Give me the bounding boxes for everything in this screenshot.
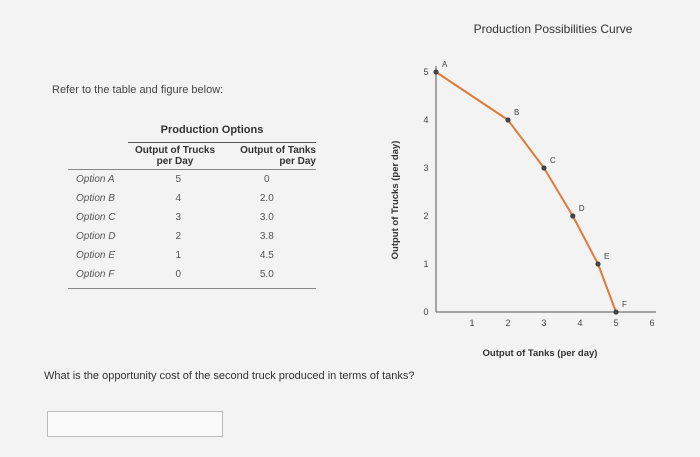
curve-segment bbox=[435, 71, 509, 121]
col-header-tanks-line2: per Day bbox=[279, 156, 316, 167]
row-label: Option F bbox=[76, 269, 115, 280]
row-label: Option B bbox=[76, 193, 115, 204]
x-tick-label: 6 bbox=[649, 318, 654, 328]
production-options-table: Production Options Output of Trucks per … bbox=[68, 124, 316, 289]
row-trucks: 0 bbox=[175, 269, 182, 280]
x-tick-label: 1 bbox=[469, 318, 474, 328]
row-tanks: 5.0 bbox=[259, 269, 274, 280]
row-tanks: 4.5 bbox=[259, 250, 274, 261]
row-trucks: 4 bbox=[175, 193, 182, 204]
data-point bbox=[433, 69, 439, 75]
data-point-label: F bbox=[622, 300, 627, 309]
question-text: What is the opportunity cost of the seco… bbox=[44, 370, 415, 382]
row-label: Option C bbox=[76, 212, 116, 223]
row-tanks: 0 bbox=[264, 174, 270, 185]
y-tick-label: 1 bbox=[423, 259, 428, 269]
x-tick-label: 5 bbox=[613, 318, 618, 328]
table-row: Option F 0 5.0 bbox=[68, 265, 316, 284]
data-point bbox=[595, 261, 601, 267]
curve-segment bbox=[543, 167, 574, 217]
y-axis-label: Output of Trucks (per day) bbox=[390, 141, 401, 260]
col-header-trucks-line2: per Day bbox=[156, 156, 194, 167]
row-label: Option D bbox=[76, 231, 116, 242]
curve-segment bbox=[571, 215, 599, 265]
row-trucks: 3 bbox=[175, 212, 182, 223]
data-point-label: E bbox=[604, 252, 609, 261]
col-header-trucks: Output of Trucks per Day bbox=[128, 145, 222, 167]
answer-input[interactable] bbox=[47, 411, 223, 437]
x-axis-label: Output of Tanks (per day) bbox=[483, 348, 598, 359]
table-row: Option D 2 3.8 bbox=[68, 227, 316, 246]
table-title: Production Options bbox=[160, 124, 264, 136]
y-tick-label: 0 bbox=[423, 307, 428, 317]
table-row: Option B 4 2.0 bbox=[68, 189, 316, 208]
data-point bbox=[613, 309, 619, 315]
table-column-headers: Output of Trucks per Day Output of Tanks… bbox=[128, 142, 316, 167]
y-tick-label: 3 bbox=[423, 163, 428, 173]
ppc-chart: Production Possibilities Curve Output of… bbox=[390, 22, 656, 359]
data-point-label: A bbox=[442, 60, 448, 69]
y-tick-label: 4 bbox=[423, 115, 428, 125]
row-tanks: 3.8 bbox=[259, 231, 274, 242]
row-label: Option A bbox=[76, 174, 115, 185]
curve-segment bbox=[507, 119, 545, 169]
chart-title: Production Possibilities Curve bbox=[474, 22, 633, 36]
col-header-tanks: Output of Tanks per Day bbox=[222, 145, 316, 167]
y-tick-label: 2 bbox=[423, 211, 428, 221]
x-tick-label: 4 bbox=[577, 318, 582, 328]
data-point bbox=[505, 117, 511, 123]
table-row: Option A 5 0 bbox=[68, 170, 316, 189]
data-point bbox=[541, 165, 547, 171]
col-header-tanks-line1: Output of Tanks bbox=[240, 145, 316, 156]
row-tanks: 3.0 bbox=[259, 212, 274, 223]
row-trucks: 2 bbox=[175, 231, 182, 242]
x-tick-label: 3 bbox=[541, 318, 546, 328]
row-label: Option E bbox=[76, 250, 115, 261]
row-trucks: 5 bbox=[175, 174, 182, 185]
x-tick-label: 2 bbox=[505, 318, 510, 328]
table-body: Option A 5 0 Option B 4 2.0 Option C 3 3… bbox=[68, 169, 316, 289]
y-tick-label: 5 bbox=[423, 67, 428, 77]
data-point-label: C bbox=[550, 156, 556, 165]
col-header-trucks-line1: Output of Trucks bbox=[135, 145, 215, 156]
data-point-label: B bbox=[514, 108, 519, 117]
data-point bbox=[570, 213, 576, 219]
prompt-text: Refer to the table and figure below: bbox=[52, 84, 224, 96]
row-trucks: 1 bbox=[175, 250, 182, 261]
row-tanks: 2.0 bbox=[259, 193, 274, 204]
curve-segment bbox=[597, 263, 617, 313]
table-row: Option C 3 3.0 bbox=[68, 208, 316, 227]
table-row: Option E 1 4.5 bbox=[68, 246, 316, 265]
data-point-label: D bbox=[579, 204, 585, 213]
